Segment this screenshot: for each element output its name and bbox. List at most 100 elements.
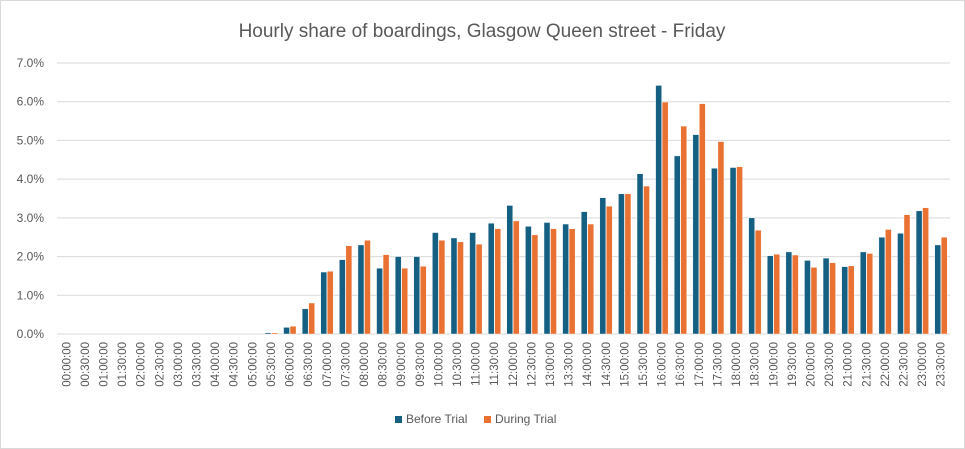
x-tick-label: 14:30:00 [601, 342, 613, 387]
x-tick-label: 19:00:00 [768, 342, 780, 387]
x-tick-label: 00:30:00 [80, 342, 92, 387]
bar-during-trial [308, 302, 315, 335]
gridlines [57, 62, 950, 335]
x-tick-label: 20:30:00 [824, 342, 836, 387]
x-tick-label: 17:00:00 [694, 342, 706, 387]
bar-before-trial [450, 237, 458, 335]
x-tick-label: 01:00:00 [99, 342, 111, 387]
bar-during-trial [606, 206, 613, 335]
y-tick-label: 0.0% [17, 327, 45, 341]
bar-during-trial [327, 271, 334, 335]
x-tick-label: 14:00:00 [582, 342, 594, 387]
bar-before-trial [543, 222, 551, 335]
bar-during-trial [754, 230, 762, 335]
x-tick-label: 06:00:00 [285, 342, 297, 387]
x-tick-label: 05:00:00 [247, 342, 259, 387]
legend-label-during-trial: During Trial [495, 412, 556, 426]
chart-title: Hourly share of boardings, Glasgow Queen… [239, 21, 726, 42]
x-tick-label: 13:00:00 [545, 342, 557, 387]
x-tick-label: 09:00:00 [396, 342, 408, 387]
y-tick-label: 4.0% [17, 172, 45, 186]
bar-during-trial [885, 229, 892, 335]
y-tick-label: 5.0% [17, 133, 45, 147]
x-tick-label: 04:00:00 [210, 342, 222, 387]
bar-before-trial [562, 223, 569, 335]
x-tick-label: 11:30:00 [489, 342, 501, 386]
y-tick-label: 1.0% [17, 288, 45, 302]
x-tick-label: 16:30:00 [675, 342, 687, 387]
legend-label-before-trial: Before Trial [406, 412, 467, 426]
bar-before-trial [841, 266, 848, 335]
bar-during-trial [494, 228, 501, 335]
bar-before-trial [655, 85, 662, 335]
bar-before-trial [599, 197, 607, 335]
bar-before-trial [487, 223, 495, 335]
bar-before-trial [339, 259, 346, 335]
bar-during-trial [345, 245, 353, 335]
bar-before-trial [785, 251, 793, 335]
bar-before-trial [748, 217, 755, 335]
x-tick-label: 03:30:00 [192, 342, 204, 387]
x-tick-label: 22:30:00 [898, 342, 910, 387]
y-axis: 0.0% 1.0% 2.0% 3.0% 4.0% 5.0% 6.0% 7.0% [17, 56, 45, 341]
x-tick-label: 20:00:00 [805, 342, 817, 387]
x-tick-label: 08:00:00 [359, 342, 371, 387]
bar-before-trial [674, 155, 681, 335]
x-tick-label: 08:30:00 [378, 342, 390, 387]
x-tick-label: 02:30:00 [154, 342, 166, 387]
bar-during-trial [289, 326, 297, 335]
bar-before-trial [376, 267, 383, 335]
bar-during-trial [531, 234, 539, 335]
y-tick-label: 3.0% [17, 211, 45, 225]
bar-during-trial [810, 267, 818, 335]
bar-during-trial [401, 267, 408, 335]
x-tick-label: 10:00:00 [433, 342, 445, 387]
x-tick-label: 15:00:00 [619, 342, 631, 387]
bar-during-trial [457, 241, 464, 335]
x-tick-label: 19:30:00 [787, 342, 799, 387]
bar-during-trial [364, 240, 371, 335]
bar-before-trial [413, 256, 420, 335]
bar-before-trial [357, 244, 365, 335]
bar-during-trial [624, 193, 632, 335]
bar-during-trial [475, 243, 483, 335]
bar-before-trial [804, 260, 811, 335]
x-tick-label: 01:30:00 [117, 342, 129, 387]
x-tick-label: 21:30:00 [861, 342, 873, 387]
x-tick-label: 06:30:00 [303, 342, 315, 387]
bar-during-trial [513, 220, 520, 335]
bar-during-trial [699, 103, 706, 335]
bar-during-trial [382, 254, 390, 335]
x-tick-label: 07:00:00 [322, 342, 334, 387]
bar-during-trial [847, 265, 855, 335]
bar-before-trial [506, 205, 514, 335]
y-tick-label: 6.0% [17, 95, 45, 109]
x-tick-label: 03:00:00 [173, 342, 185, 387]
bar-before-trial [432, 232, 439, 335]
bar-during-trial [643, 185, 650, 335]
bar-before-trial [636, 173, 644, 335]
legend-swatch-during-trial [484, 416, 491, 423]
x-tick-label: 18:00:00 [731, 342, 743, 387]
bar-during-trial [587, 223, 594, 335]
bar-before-trial [264, 332, 272, 335]
bar-during-trial [736, 166, 743, 335]
x-tick-label: 17:30:00 [712, 342, 724, 387]
bar-before-trial [320, 271, 327, 335]
x-tick-label: 22:00:00 [880, 342, 892, 387]
x-tick-label: 07:30:00 [340, 342, 352, 387]
bars [264, 85, 948, 335]
bar-before-trial [301, 308, 309, 335]
bar-before-trial [469, 232, 476, 335]
x-tick-label: 10:30:00 [452, 342, 464, 387]
bar-during-trial [940, 237, 948, 335]
bar-before-trial [822, 257, 830, 335]
x-tick-label: 02:00:00 [136, 342, 148, 387]
bar-during-trial [903, 214, 911, 335]
bar-before-trial [618, 193, 625, 335]
legend-swatch-before-trial [395, 416, 402, 423]
bar-during-trial [680, 125, 687, 335]
bar-during-trial [438, 240, 446, 335]
bar-during-trial [661, 101, 669, 335]
